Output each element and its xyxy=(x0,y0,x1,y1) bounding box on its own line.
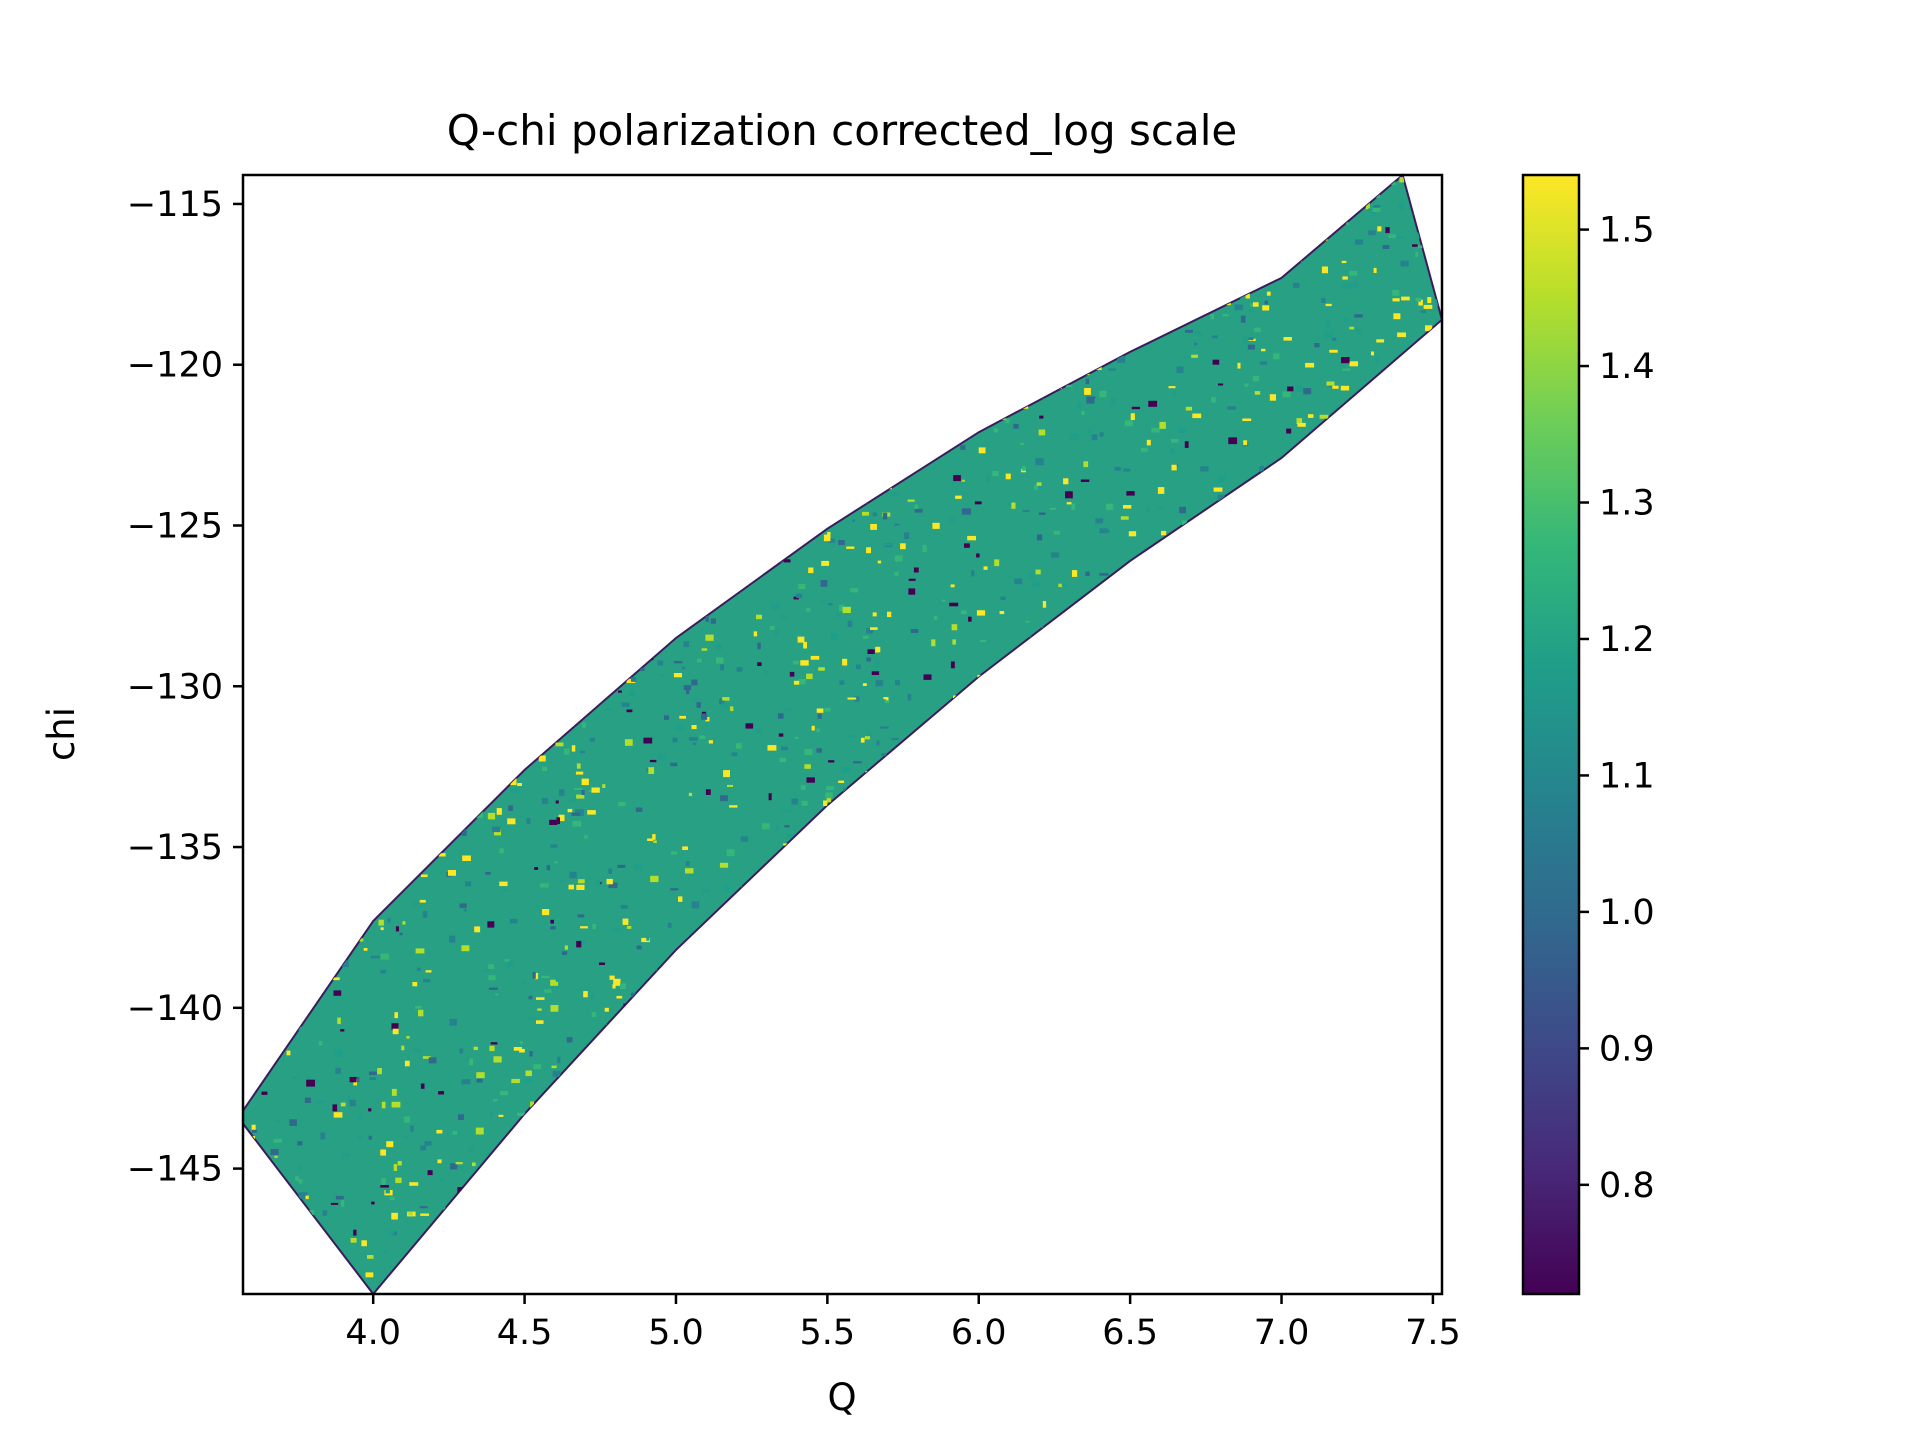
colorbar-tick-label: 0.9 xyxy=(1599,1029,1655,1069)
heatmap-region xyxy=(242,173,1444,1296)
x-tick-label: 6.0 xyxy=(951,1313,1007,1353)
x-tick-label: 4.5 xyxy=(497,1313,553,1353)
y-axis-ticks: −115 −120 −125 −130 −135 −140 −145 xyxy=(127,185,243,1190)
x-tick-label: 7.5 xyxy=(1405,1313,1461,1353)
colorbar-tick-label: 1.5 xyxy=(1599,211,1655,251)
x-axis-label: Q xyxy=(827,1376,856,1419)
heatmap-band xyxy=(242,173,1444,1296)
colorbar xyxy=(1521,173,1581,1296)
colorbar-tick-label: 1.4 xyxy=(1599,347,1655,387)
x-tick-label: 4.0 xyxy=(345,1313,401,1353)
y-tick-label: −135 xyxy=(127,828,223,868)
x-tick-label: 5.5 xyxy=(800,1313,856,1353)
x-tick-label: 6.5 xyxy=(1102,1313,1158,1353)
y-tick-label: −145 xyxy=(127,1150,223,1190)
y-tick-label: −115 xyxy=(127,185,223,225)
y-axis-label: chi xyxy=(40,707,83,761)
chart-title: Q-chi polarization corrected_log scale xyxy=(447,106,1238,155)
colorbar-tick-label: 0.8 xyxy=(1599,1166,1655,1206)
colorbar-tick-label: 1.1 xyxy=(1599,756,1655,796)
y-tick-label: −120 xyxy=(127,346,223,386)
y-tick-label: −140 xyxy=(127,989,223,1029)
colorbar-tick-label: 1.0 xyxy=(1599,893,1655,933)
x-tick-label: 5.0 xyxy=(648,1313,704,1353)
colorbar-tick-label: 1.2 xyxy=(1599,620,1655,660)
x-axis-ticks: 4.0 4.5 5.0 5.5 6.0 6.5 7.0 7.5 xyxy=(345,1294,1461,1353)
y-tick-label: −130 xyxy=(127,667,223,707)
x-tick-label: 7.0 xyxy=(1254,1313,1310,1353)
axes-frame xyxy=(241,173,1444,1296)
colorbar-tick-label: 1.3 xyxy=(1599,484,1655,524)
y-tick-label: −125 xyxy=(127,506,223,546)
colorbar-ticks: 0.8 0.9 1.0 1.1 1.2 1.3 1.4 1.5 xyxy=(1579,211,1655,1206)
